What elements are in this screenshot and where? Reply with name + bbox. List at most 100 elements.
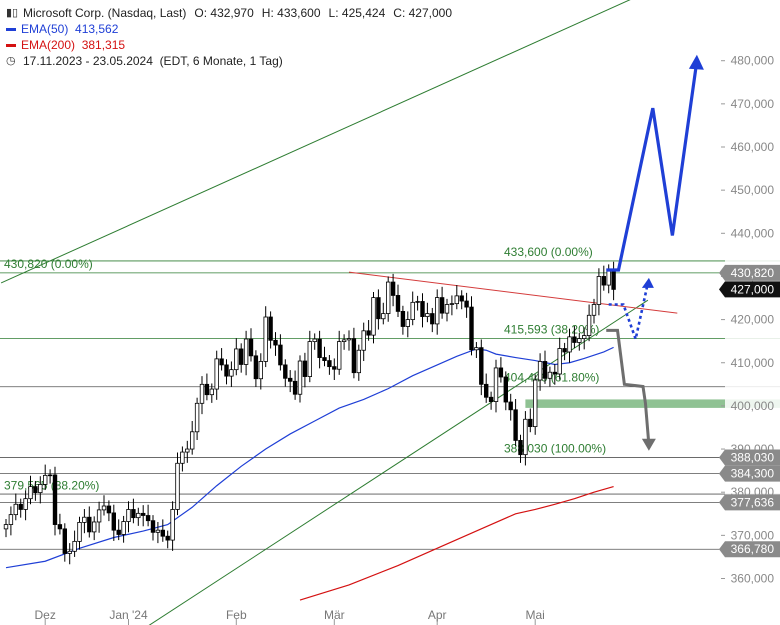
x-tick-label: Feb — [226, 608, 247, 622]
candle-body — [390, 281, 396, 296]
clock-icon: ◷ — [6, 55, 16, 67]
candle-body — [425, 313, 430, 317]
level-label: 388,030 (100.00%) — [504, 442, 606, 456]
x-tick-label: Mai — [526, 608, 545, 622]
trendline — [348, 271, 678, 314]
candle-body — [420, 301, 425, 317]
candle-body — [199, 383, 205, 404]
bullish-alt-path — [608, 282, 650, 344]
candle-body — [38, 484, 43, 494]
ema200-label: EMA(200) — [21, 38, 76, 52]
candle-body — [572, 336, 577, 343]
candle-body — [258, 361, 263, 380]
candle-body — [400, 311, 406, 327]
candle-body — [601, 276, 606, 286]
x-tick-label: Mär — [324, 608, 345, 622]
high-label: H: — [261, 6, 274, 20]
x-tick-label: Apr — [428, 608, 447, 622]
y-tick-label: 480,000 — [731, 54, 775, 68]
y-tick-label: 470,000 — [731, 97, 775, 111]
candle-body — [562, 348, 567, 353]
candle-body — [8, 514, 14, 525]
price-tag — [719, 465, 780, 482]
y-tick-label: 370,000 — [731, 528, 775, 542]
level-label: 430,820 (0.00%) — [4, 257, 93, 271]
level-label: 433,600 (0.00%) — [504, 245, 593, 259]
candle-body — [33, 486, 38, 494]
candle-body — [204, 383, 210, 396]
candle-body — [3, 524, 9, 530]
ema200-line — [299, 486, 614, 601]
candle-body — [131, 509, 136, 519]
candle-body — [317, 338, 322, 358]
candle-body — [557, 348, 562, 375]
candle-body — [547, 371, 553, 379]
candle-body — [253, 355, 259, 380]
range-info: (EDT, 6 Monate, 1 Tag) — [159, 54, 283, 68]
candle-body — [292, 380, 298, 395]
candle-body — [488, 396, 494, 402]
ema50-swatch — [6, 27, 16, 31]
price-tag-label: 427,000 — [731, 282, 775, 296]
candle-body — [67, 550, 72, 554]
candle-body — [283, 364, 288, 379]
level-label: 379,565 (38.20%) — [4, 479, 99, 493]
candle-body — [307, 341, 312, 377]
candle-body — [101, 505, 107, 511]
bullish-scenario-path — [606, 60, 699, 272]
candle-body — [160, 529, 165, 537]
candle-body — [366, 330, 371, 336]
candle-body — [214, 358, 219, 390]
legend-ema50-row: EMA(50) 413,562 — [6, 21, 452, 37]
high-value: 433,600 — [277, 6, 321, 20]
candle-body — [87, 516, 92, 533]
candle-body — [136, 512, 141, 519]
candle-body — [77, 522, 82, 542]
bullish-alt-arrowhead — [641, 277, 654, 288]
bearish-arrowhead — [641, 438, 656, 451]
legend-title-row: ▮▯ Microsoft Corp. (Nasdaq, Last) O: 432… — [6, 5, 452, 21]
candle-body — [189, 431, 195, 450]
candle-body — [542, 361, 548, 379]
trendline — [0, 0, 631, 284]
candle-body — [513, 409, 518, 441]
candle-body — [439, 297, 445, 314]
candle-body — [567, 336, 572, 353]
y-tick-label: 410,000 — [731, 356, 775, 370]
candle-body — [586, 314, 592, 336]
candle-body — [106, 505, 112, 514]
candle-body — [312, 338, 317, 343]
price-tag — [719, 281, 780, 298]
candle-body — [464, 300, 469, 308]
price-tag — [719, 264, 780, 281]
candle-body — [150, 520, 156, 533]
candle-body — [52, 474, 58, 525]
candle-body — [126, 509, 131, 522]
candle-body — [327, 360, 332, 368]
candle-body — [518, 440, 523, 456]
candle-body — [479, 347, 484, 385]
candle-body — [165, 535, 170, 541]
candle-body — [533, 379, 538, 428]
candle-body — [434, 297, 440, 325]
bullish-arrowhead — [688, 54, 704, 70]
candle-body — [459, 295, 464, 302]
candle-body — [385, 281, 391, 314]
bearish-scenario-path — [606, 328, 651, 445]
candle-body — [528, 418, 533, 428]
candle-body — [503, 376, 508, 403]
candle-body — [508, 401, 513, 411]
candle-body — [268, 316, 273, 341]
candle-body — [302, 360, 308, 377]
candle-body — [234, 348, 239, 371]
y-tick-label: 460,000 — [731, 140, 775, 154]
candle-body — [238, 348, 244, 365]
candle-body — [43, 474, 48, 485]
candle-body — [263, 316, 268, 362]
candle-body — [361, 330, 366, 351]
candle-body — [57, 524, 63, 530]
candle-body — [449, 303, 455, 305]
candle-body — [577, 338, 582, 343]
low-label: L: — [328, 6, 339, 20]
y-tick-label: 440,000 — [731, 226, 775, 240]
